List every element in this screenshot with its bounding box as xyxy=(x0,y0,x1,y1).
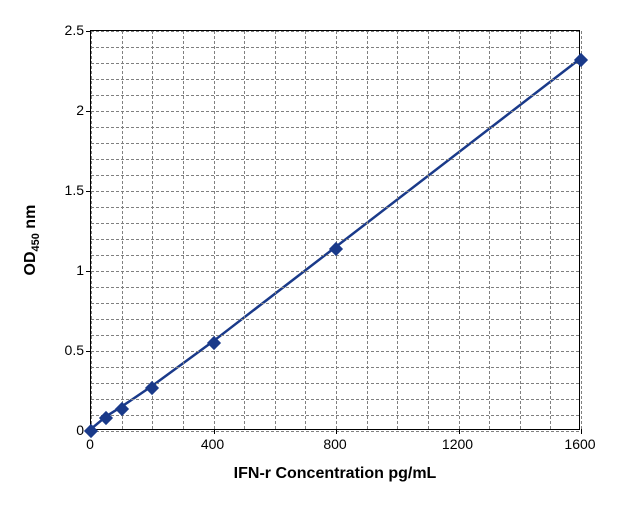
grid-line-h xyxy=(91,431,579,432)
y-tick-label: 0.5 xyxy=(65,342,84,358)
grid-line-v xyxy=(91,31,92,429)
x-tick-label: 1200 xyxy=(442,436,473,452)
grid-line-v xyxy=(214,31,215,429)
grid-line-v xyxy=(520,31,521,429)
grid-line-v xyxy=(459,31,460,429)
y-tick-mark xyxy=(86,271,91,272)
x-tick-label: 800 xyxy=(323,436,346,452)
grid-line-h xyxy=(91,63,579,64)
grid-line-h xyxy=(91,111,579,112)
x-tick-label: 1600 xyxy=(564,436,595,452)
x-tick-label: 0 xyxy=(86,436,94,452)
y-axis-label-main: OD xyxy=(22,252,39,276)
grid-line-h xyxy=(91,31,579,32)
y-tick-label: 2.5 xyxy=(65,22,84,38)
grid-line-h xyxy=(91,175,579,176)
grid-line-v xyxy=(428,31,429,429)
y-tick-label: 2 xyxy=(76,102,84,118)
grid-line-h xyxy=(91,351,579,352)
y-tick-mark xyxy=(86,31,91,32)
y-tick-mark xyxy=(86,351,91,352)
grid-line-h xyxy=(91,159,579,160)
grid-line-h xyxy=(91,287,579,288)
grid-line-h xyxy=(91,95,579,96)
grid-line-h xyxy=(91,367,579,368)
grid-line-h xyxy=(91,319,579,320)
data-marker xyxy=(329,242,343,256)
x-tick-mark xyxy=(459,429,460,434)
data-marker xyxy=(574,53,588,67)
y-tick-label: 0 xyxy=(76,422,84,438)
grid-line-h xyxy=(91,415,579,416)
grid-line-h xyxy=(91,383,579,384)
grid-line-v xyxy=(367,31,368,429)
data-marker xyxy=(206,336,220,350)
y-axis-label: OD450 nm xyxy=(22,205,42,276)
grid-line-v xyxy=(305,31,306,429)
x-tick-mark xyxy=(581,429,582,434)
y-tick-mark xyxy=(86,111,91,112)
grid-line-v xyxy=(122,31,123,429)
grid-line-h xyxy=(91,207,579,208)
x-axis-label: IFN-r Concentration pg/mL xyxy=(234,465,437,483)
grid-line-v xyxy=(244,31,245,429)
y-tick-label: 1 xyxy=(76,262,84,278)
grid-line-h xyxy=(91,271,579,272)
y-tick-label: 1.5 xyxy=(65,182,84,198)
grid-line-h xyxy=(91,303,579,304)
data-line-svg xyxy=(91,31,579,429)
grid-line-h xyxy=(91,127,579,128)
data-marker xyxy=(115,402,129,416)
grid-line-h xyxy=(91,399,579,400)
grid-line-h xyxy=(91,47,579,48)
grid-line-v xyxy=(581,31,582,429)
grid-line-h xyxy=(91,335,579,336)
grid-line-v xyxy=(152,31,153,429)
y-tick-mark xyxy=(86,191,91,192)
x-tick-label: 400 xyxy=(201,436,224,452)
x-tick-mark xyxy=(336,429,337,434)
grid-line-v xyxy=(489,31,490,429)
grid-line-v xyxy=(183,31,184,429)
grid-line-h xyxy=(91,79,579,80)
chart-container: OD450 nm IFN-r Concentration pg/mL 0 0.5 1… xyxy=(0,0,632,518)
grid-line-v xyxy=(397,31,398,429)
x-tick-mark xyxy=(214,429,215,434)
grid-line-v xyxy=(550,31,551,429)
grid-line-h xyxy=(91,223,579,224)
grid-line-h xyxy=(91,191,579,192)
grid-line-v xyxy=(336,31,337,429)
data-marker xyxy=(99,411,113,425)
grid-line-v xyxy=(275,31,276,429)
plot-area xyxy=(90,30,580,430)
y-axis-label-sub: 450 xyxy=(30,233,42,251)
y-axis-label-suffix: nm xyxy=(22,205,39,233)
grid-line-h xyxy=(91,239,579,240)
grid-line-h xyxy=(91,143,579,144)
